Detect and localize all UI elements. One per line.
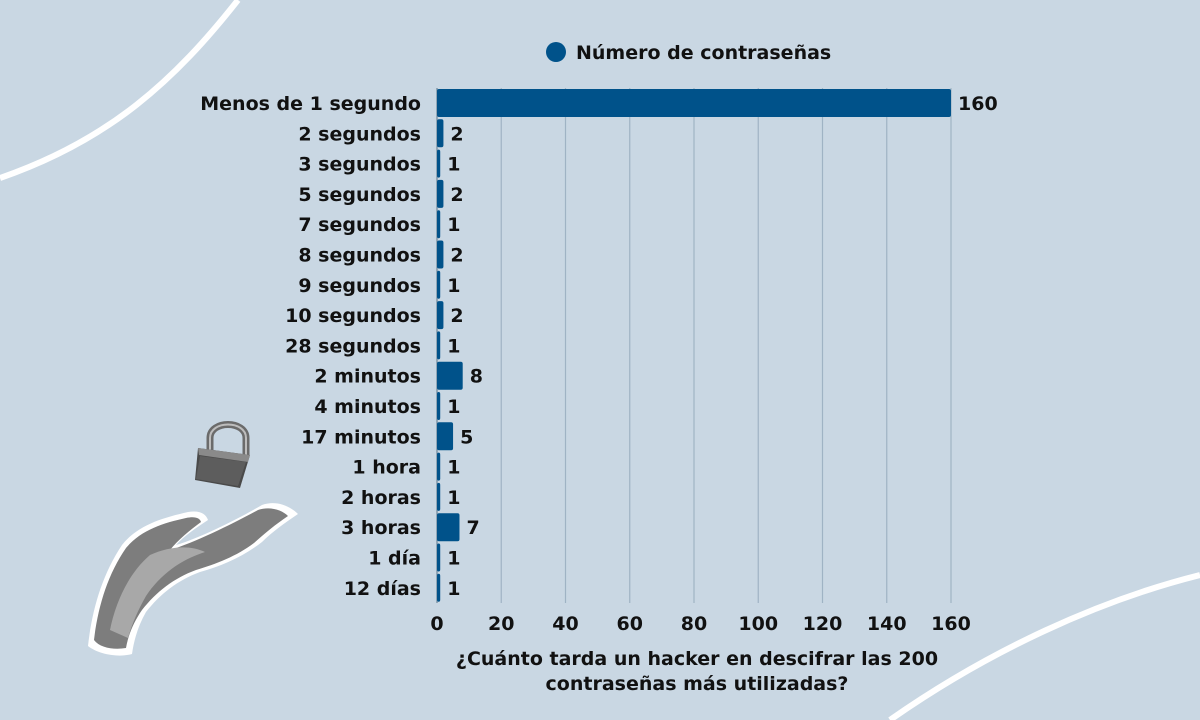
bar: [437, 331, 441, 360]
bar: [437, 149, 441, 178]
bar: [437, 422, 454, 451]
value-label: 8: [470, 366, 483, 388]
x-tick-label: 60: [617, 613, 643, 635]
value-label: 5: [460, 426, 473, 448]
x-tick-label: 20: [488, 613, 514, 635]
category-label: 4 minutos: [314, 396, 421, 418]
category-label: 1 hora: [352, 457, 421, 479]
x-tick-label: 0: [430, 613, 443, 635]
value-label: 2: [450, 305, 463, 327]
bar: [437, 452, 441, 481]
x-tick-labels: 0 20 40 60 80 100 120 140 160: [430, 613, 970, 635]
x-axis-title-line-2: contraseñas más utilizadas?: [546, 673, 849, 695]
category-label: 28 segundos: [285, 335, 421, 357]
bar: [437, 392, 441, 420]
x-tick-label: 160: [931, 613, 971, 635]
category-label: 10 segundos: [285, 305, 421, 327]
value-label: 160: [958, 93, 998, 115]
legend-label: Número de contraseñas: [576, 42, 831, 64]
bar: [437, 240, 444, 269]
x-axis-title-line-1: ¿Cuánto tarda un hacker en descifrar las…: [456, 648, 938, 670]
bar: [437, 573, 441, 602]
x-tick-label: 80: [681, 613, 707, 635]
value-label: 2: [450, 123, 463, 145]
gridlines: [436, 88, 952, 603]
value-label: 1: [447, 396, 460, 418]
value-label: 1: [447, 578, 460, 600]
value-label: 1: [447, 548, 460, 570]
category-label: 17 minutos: [301, 426, 421, 448]
x-tick-label: 40: [552, 613, 578, 635]
category-label: 8 segundos: [298, 245, 421, 267]
category-label: 12 días: [344, 578, 421, 600]
category-label: 9 segundos: [298, 275, 421, 297]
bar: [437, 119, 444, 148]
padlock-icon: [195, 421, 250, 488]
value-label: 1: [447, 214, 460, 236]
bar: [437, 513, 460, 542]
category-label: 2 segundos: [298, 123, 421, 145]
value-label: 1: [447, 275, 460, 297]
bar: [437, 301, 444, 330]
legend: Número de contraseñas: [546, 42, 831, 64]
x-tick-label: 100: [738, 613, 778, 635]
bar: [437, 482, 441, 511]
value-label: 2: [450, 184, 463, 206]
x-tick-label: 120: [803, 613, 843, 635]
legend-marker: [546, 42, 566, 62]
category-label: 2 horas: [341, 487, 421, 509]
category-label: Menos de 1 segundo: [200, 93, 421, 115]
value-label: 1: [447, 487, 460, 509]
value-label: 7: [466, 517, 479, 539]
category-label: 7 segundos: [298, 214, 421, 236]
category-label: 2 minutos: [314, 366, 421, 388]
bar: [437, 89, 951, 117]
value-label: 1: [447, 457, 460, 479]
decor-curve-bottom-right: [888, 572, 1200, 720]
value-label: 1: [447, 154, 460, 176]
bars: [437, 89, 951, 602]
category-label: 5 segundos: [298, 184, 421, 206]
value-label: 2: [450, 245, 463, 267]
value-label: 1: [447, 335, 460, 357]
category-label: 1 día: [368, 548, 421, 570]
bar: [437, 361, 463, 390]
bar: [437, 210, 441, 239]
bar: [437, 543, 441, 572]
category-label: 3 segundos: [298, 154, 421, 176]
category-labels: Menos de 1 segundo 2 segundos 3 segundos 5 …: [200, 93, 421, 600]
x-tick-label: 140: [867, 613, 907, 635]
decor-curve-top-left: [0, 0, 241, 181]
category-label: 3 horas: [341, 517, 421, 539]
bar: [437, 179, 444, 208]
bar: [437, 270, 441, 299]
open-hand-icon: [88, 503, 298, 656]
